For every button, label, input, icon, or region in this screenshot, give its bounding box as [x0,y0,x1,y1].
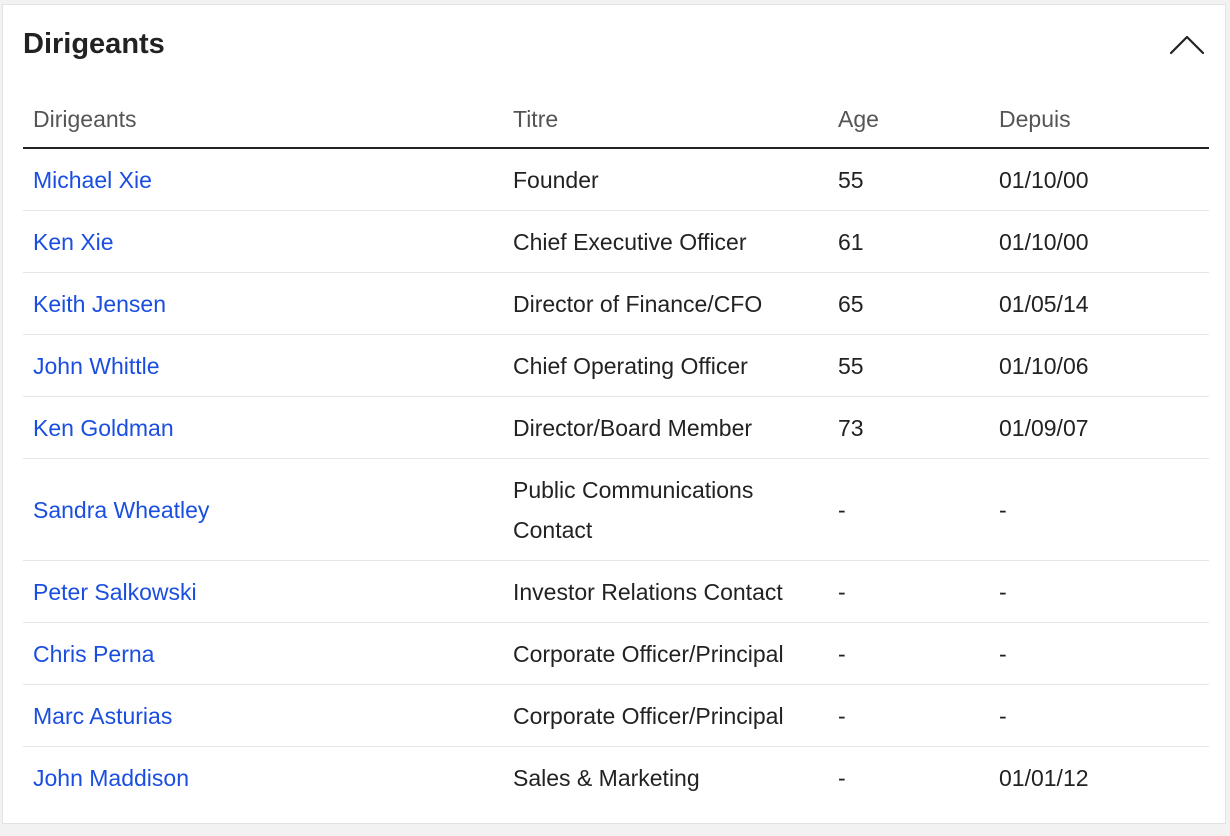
since-cell: - [989,684,1209,747]
executive-name-link[interactable]: Chris Perna [33,640,155,667]
title-cell: Director/Board Member [503,396,828,459]
since-cell: 01/10/06 [989,334,1209,397]
executive-name-link[interactable]: Peter Salkowski [33,578,197,605]
age-cell: 55 [828,148,989,211]
column-header-title: Titre [503,91,828,149]
collapse-button[interactable] [1167,27,1207,61]
table-row: Ken Goldman Director/Board Member 73 01/… [23,396,1209,459]
executive-name-link[interactable]: Sandra Wheatley [33,496,210,523]
column-header-since: Depuis [989,91,1209,149]
column-header-name: Dirigeants [23,91,503,149]
since-cell: 01/10/00 [989,148,1209,211]
table-header-row: Dirigeants Titre Age Depuis [23,91,1209,149]
since-cell: - [989,458,1209,561]
since-cell: 01/01/12 [999,764,1089,791]
title-cell: Director of Finance/CFO [503,272,828,335]
name-cell: Michael Xie [23,148,503,211]
table-row: Ken Xie Chief Executive Officer 61 01/10… [23,210,1209,273]
table-row: John Whittle Chief Operating Officer 55 … [23,334,1209,397]
name-cell: Keith Jensen [23,272,503,335]
executive-name-link[interactable]: John Maddison [33,764,189,791]
table-row: Keith Jensen Director of Finance/CFO 65 … [23,272,1209,335]
age-cell: - [838,764,846,791]
executive-name-link[interactable]: Ken Goldman [33,414,174,441]
title-cell: Chief Executive Officer [503,210,828,273]
executives-table: Dirigeants Titre Age Depuis Michael Xie … [23,91,1209,808]
title-cell: Public Communications Contact [503,458,828,561]
age-cell: 55 [828,334,989,397]
card-header: Dirigeants [23,27,1207,67]
since-cell: - [989,560,1209,623]
executive-name-link[interactable]: John Whittle [33,352,160,379]
title-cell: Chief Operating Officer [503,334,828,397]
table-row: Michael Xie Founder 55 01/10/00 [23,148,1209,211]
column-header-age: Age [828,91,989,149]
section-title: Dirigeants [23,28,165,60]
age-cell: - [828,622,989,685]
name-cell: John Maddison [23,747,503,809]
executive-name-link[interactable]: Keith Jensen [33,290,166,317]
executives-card: Dirigeants Dirigeants Titre Age Depuis M… [2,4,1226,824]
name-cell: Marc Asturias [23,684,503,747]
name-cell: Ken Goldman [23,396,503,459]
table-row: Marc Asturias Corporate Officer/Principa… [23,684,1209,747]
title-cell: Corporate Officer/Principal [503,684,828,747]
since-cell: - [989,622,1209,685]
table-row: Peter Salkowski Investor Relations Conta… [23,560,1209,623]
age-cell: - [828,684,989,747]
table-row: Chris Perna Corporate Officer/Principal … [23,622,1209,685]
name-cell: Sandra Wheatley [23,458,503,561]
title-cell: Corporate Officer/Principal [503,622,828,685]
name-cell: John Whittle [23,334,503,397]
title-cell: Sales & Marketing [513,764,700,791]
since-cell: 01/10/00 [989,210,1209,273]
age-cell: 73 [828,396,989,459]
age-cell: 65 [828,272,989,335]
executive-name-link[interactable]: Michael Xie [33,166,152,193]
title-cell: Investor Relations Contact [503,560,828,623]
age-cell: - [828,458,989,561]
name-cell: Peter Salkowski [23,560,503,623]
title-cell: Founder [503,148,828,211]
since-cell: 01/05/14 [989,272,1209,335]
name-cell: Ken Xie [23,210,503,273]
name-cell: Chris Perna [23,622,503,685]
table-row: John Maddison Sales & Marketing - 01/01/… [23,747,1209,809]
since-cell: 01/09/07 [989,396,1209,459]
table-row: Sandra Wheatley Public Communications Co… [23,458,1209,561]
executive-name-link[interactable]: Marc Asturias [33,702,173,729]
chevron-up-icon [1169,35,1205,55]
executive-name-link[interactable]: Ken Xie [33,228,114,255]
age-cell: 61 [828,210,989,273]
age-cell: - [828,560,989,623]
